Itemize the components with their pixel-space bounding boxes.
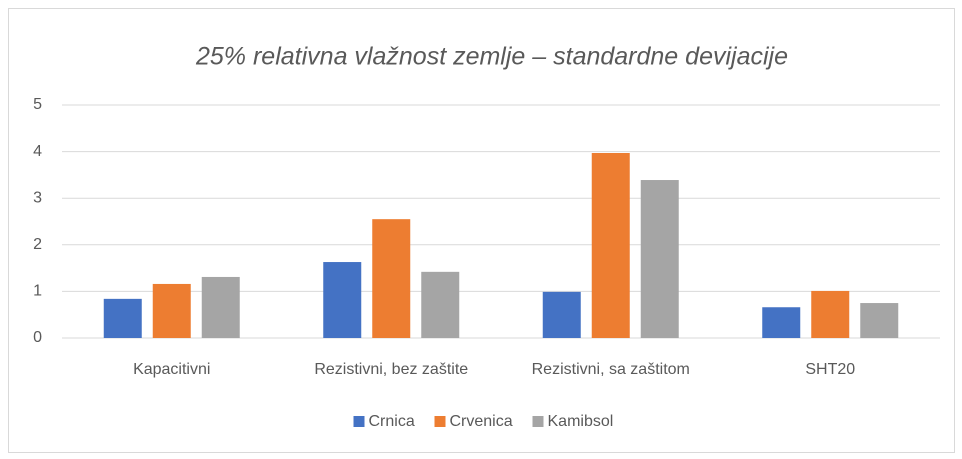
bar	[762, 307, 801, 338]
bar	[421, 271, 460, 338]
x-tick-label: Rezistivni, bez zaštite	[314, 361, 468, 378]
chart-border	[8, 8, 955, 453]
legend-label: Crnica	[369, 413, 415, 430]
chart-title: 25% relativna vlažnost zemlje – standard…	[195, 43, 788, 71]
legend-label: Kamibsol	[548, 413, 614, 430]
y-tick-label: 3	[33, 189, 42, 206]
bar	[542, 291, 581, 338]
bar	[152, 283, 191, 338]
bar	[640, 180, 679, 338]
y-tick-label: 5	[33, 96, 42, 113]
bar	[811, 290, 850, 338]
x-tick-label: Kapacitivni	[133, 361, 210, 378]
y-tick-label: 0	[33, 329, 42, 346]
y-tick-label: 1	[33, 283, 42, 300]
bar	[201, 276, 240, 338]
y-tick-label: 2	[33, 236, 42, 253]
x-tick-label: Rezistivni, sa zaštitom	[532, 361, 690, 378]
legend-swatch	[532, 416, 544, 427]
bar	[103, 298, 142, 338]
bar	[323, 262, 362, 338]
bar	[372, 219, 411, 338]
legend-label: Crvenica	[450, 413, 513, 430]
x-tick-label: SHT20	[805, 361, 855, 378]
legend-swatch	[353, 416, 365, 427]
legend-swatch	[434, 416, 446, 427]
bar	[591, 152, 630, 338]
y-tick-label: 4	[33, 143, 42, 160]
bar	[860, 303, 899, 338]
